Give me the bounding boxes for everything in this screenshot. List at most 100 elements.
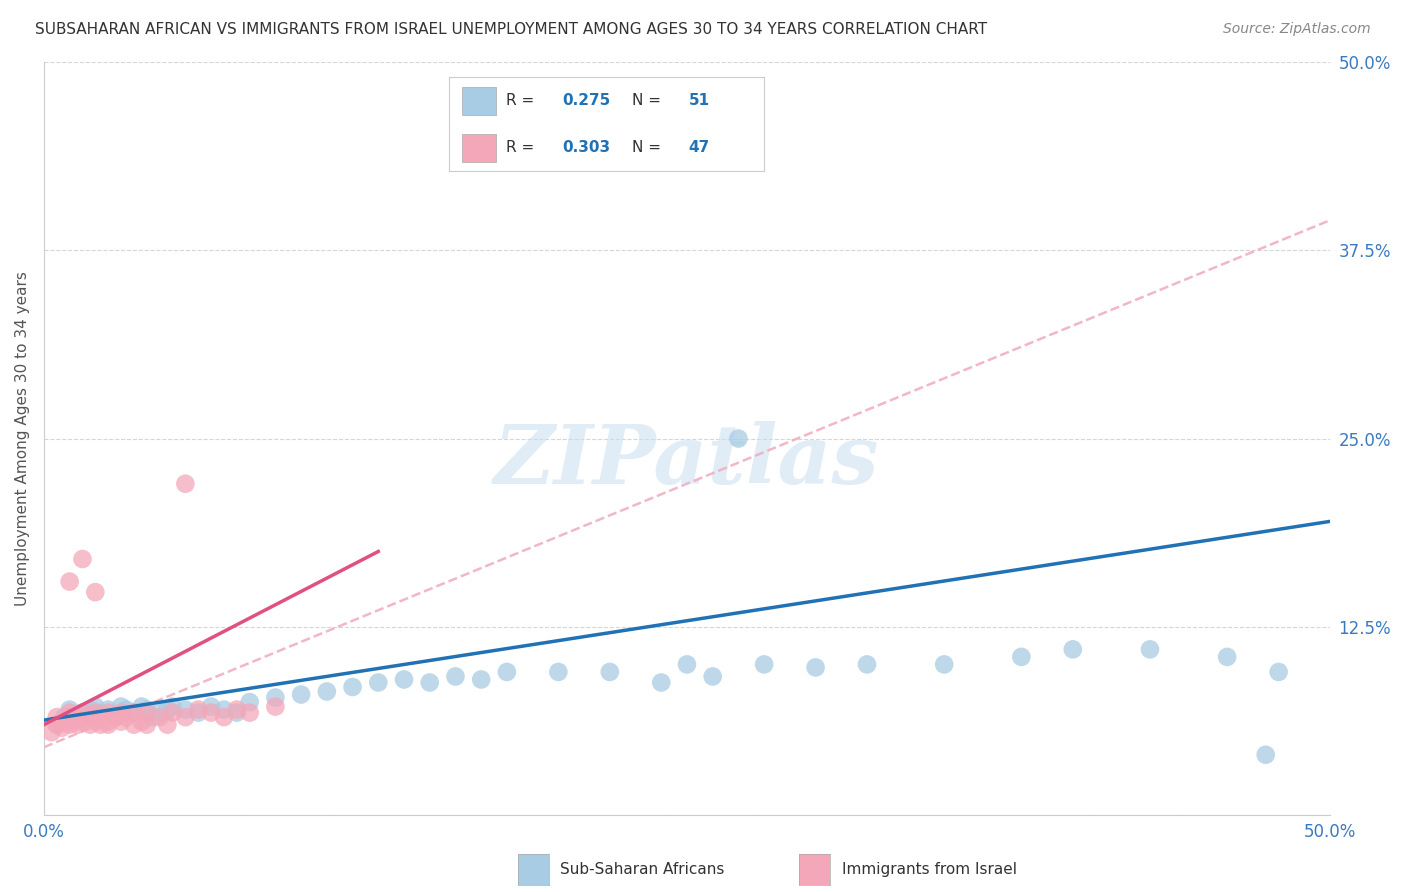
Point	[115, 710, 138, 724]
Point	[53, 714, 76, 729]
Point	[141, 710, 163, 724]
Point	[225, 706, 247, 720]
Point	[122, 717, 145, 731]
Point	[79, 710, 101, 724]
Point	[135, 703, 157, 717]
Point	[149, 706, 172, 720]
Point	[131, 714, 153, 729]
Point	[63, 710, 86, 724]
Point	[104, 710, 127, 724]
Point	[225, 703, 247, 717]
Point	[84, 706, 107, 720]
Point	[84, 585, 107, 599]
Point	[53, 710, 76, 724]
Point	[212, 703, 235, 717]
Point	[59, 706, 82, 720]
Text: Immigrants from Israel: Immigrants from Israel	[842, 862, 1017, 877]
Text: SUBSAHARAN AFRICAN VS IMMIGRANTS FROM ISRAEL UNEMPLOYMENT AMONG AGES 30 TO 34 YE: SUBSAHARAN AFRICAN VS IMMIGRANTS FROM IS…	[35, 22, 987, 37]
Point	[110, 699, 132, 714]
Point	[496, 665, 519, 679]
Point	[934, 657, 956, 672]
Point	[149, 710, 172, 724]
Point	[79, 703, 101, 717]
Point	[444, 669, 467, 683]
Point	[162, 699, 184, 714]
Point	[547, 665, 569, 679]
Point	[110, 706, 132, 720]
Point	[59, 574, 82, 589]
Point	[97, 706, 120, 720]
Point	[200, 706, 222, 720]
Point	[264, 699, 287, 714]
Point	[72, 714, 94, 729]
Point	[104, 710, 127, 724]
Point	[650, 675, 672, 690]
Point	[752, 657, 775, 672]
Point	[89, 717, 111, 731]
Point	[131, 699, 153, 714]
Point	[135, 706, 157, 720]
Point	[804, 660, 827, 674]
Y-axis label: Unemployment Among Ages 30 to 34 years: Unemployment Among Ages 30 to 34 years	[15, 271, 30, 606]
Point	[135, 717, 157, 731]
Point	[1254, 747, 1277, 762]
Point	[342, 680, 364, 694]
Point	[174, 710, 197, 724]
Point	[79, 717, 101, 731]
Text: ZIPatlas: ZIPatlas	[495, 421, 880, 501]
Point	[72, 552, 94, 566]
Point	[162, 706, 184, 720]
Point	[110, 714, 132, 729]
Point	[51, 721, 73, 735]
Point	[727, 432, 749, 446]
Point	[59, 703, 82, 717]
Point	[315, 684, 337, 698]
Text: Sub-Saharan Africans: Sub-Saharan Africans	[561, 862, 725, 877]
Point	[392, 673, 415, 687]
Point	[367, 675, 389, 690]
Point	[59, 710, 82, 724]
Point	[212, 710, 235, 724]
Point	[419, 675, 441, 690]
Point	[290, 688, 312, 702]
Point	[1216, 649, 1239, 664]
Point	[264, 690, 287, 705]
Point	[97, 717, 120, 731]
Point	[856, 657, 879, 672]
Point	[84, 710, 107, 724]
Point	[66, 717, 89, 731]
Point	[174, 703, 197, 717]
Point	[239, 706, 262, 720]
Point	[72, 710, 94, 724]
Point	[1139, 642, 1161, 657]
Point	[470, 673, 492, 687]
Point	[1267, 665, 1289, 679]
Text: Source: ZipAtlas.com: Source: ZipAtlas.com	[1223, 22, 1371, 37]
Point	[156, 703, 179, 717]
Point	[200, 699, 222, 714]
Point	[1010, 649, 1032, 664]
Point	[122, 706, 145, 720]
Point	[1062, 642, 1084, 657]
Point	[156, 717, 179, 731]
Point	[45, 717, 67, 731]
Point	[84, 699, 107, 714]
Point	[187, 703, 209, 717]
Point	[89, 710, 111, 724]
Point	[63, 710, 86, 724]
Point	[702, 669, 724, 683]
Point	[97, 703, 120, 717]
Point	[41, 725, 63, 739]
Point	[72, 706, 94, 720]
Point	[45, 717, 67, 731]
Point	[45, 710, 67, 724]
Point	[89, 706, 111, 720]
Point	[115, 703, 138, 717]
Point	[84, 714, 107, 729]
Point	[676, 657, 699, 672]
Point	[72, 706, 94, 720]
Point	[59, 717, 82, 731]
Point	[122, 706, 145, 720]
Point	[97, 714, 120, 729]
Point	[187, 706, 209, 720]
